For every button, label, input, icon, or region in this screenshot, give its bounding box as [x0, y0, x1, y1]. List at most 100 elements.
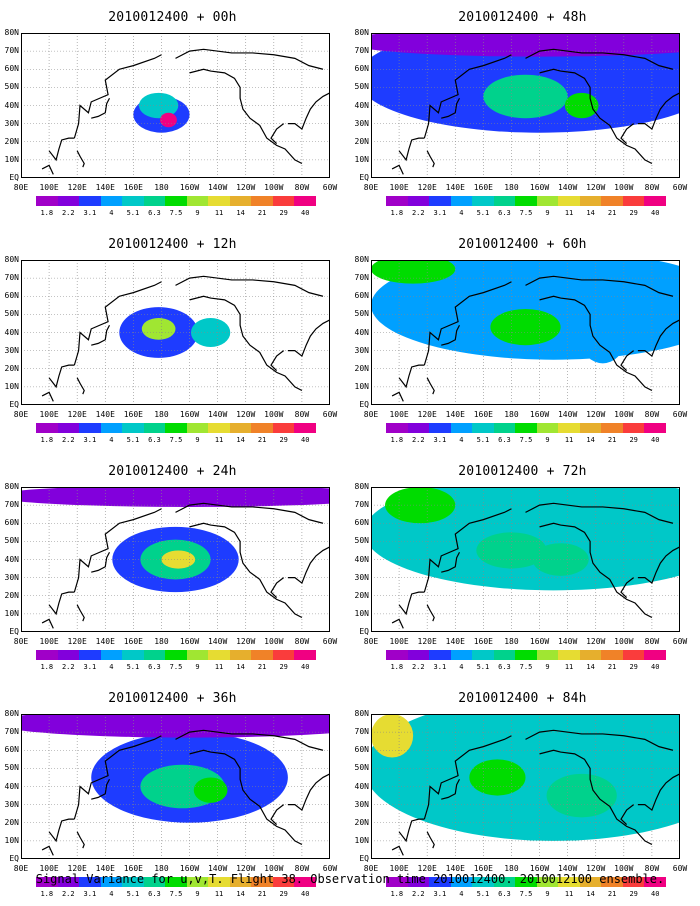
colorbar-swatch	[143, 650, 166, 660]
coastline	[91, 324, 111, 346]
colorbar-swatch	[165, 196, 187, 206]
coastline	[175, 502, 324, 524]
colorbar-swatch	[79, 877, 101, 887]
coastline	[426, 377, 435, 395]
coastline	[76, 604, 85, 622]
colorbar-swatch	[493, 877, 516, 887]
coastline	[423, 54, 512, 139]
map-panel: 2010012400 + 12h 80N 70N 60N 50N 40N 30N 20N 10N…	[0, 227, 345, 452]
lon-tick-label: 160E	[123, 183, 143, 192]
coastline	[391, 164, 404, 175]
lon-tick-label: 80W	[644, 410, 660, 419]
colorbar-label: 7.5	[519, 663, 533, 671]
colorbar-swatch	[186, 423, 209, 433]
colorbar-label: 4	[459, 209, 464, 217]
lon-tick-label: 80E	[363, 410, 379, 419]
lon-tick-label: 140W	[207, 864, 228, 873]
coastline	[189, 68, 303, 165]
colorbar-swatch	[579, 877, 602, 887]
colorbar-label: 40	[301, 209, 310, 217]
map-area: 80N 70N 60N 50N 40N 30N 20N 10N EQ 80E 100E 120E 140…	[355, 29, 688, 193]
map-panel: 2010012400 + 36h 80N 70N 60N 50N 40N 30N 20N 10N…	[0, 681, 345, 906]
lat-tick-label: 40N	[4, 554, 19, 564]
lon-tick-label: 120W	[586, 864, 606, 873]
coastline	[620, 123, 635, 144]
lat-tick-label: 40N	[354, 781, 369, 791]
lon-tick-label: 100E	[39, 410, 59, 419]
coastline	[398, 818, 425, 843]
colorbar-label: 6.3	[498, 663, 511, 671]
colorbar-label: 1.8	[390, 209, 404, 217]
colorbar-label: 14	[586, 663, 595, 671]
coastline	[91, 551, 111, 573]
lon-tick-label: 60W	[672, 183, 688, 192]
colorbar-label: 3.1	[83, 436, 97, 444]
colorbar-label: 21	[607, 890, 617, 898]
lon-tick-label: 60W	[672, 864, 688, 873]
map-svg	[371, 33, 680, 178]
map-svg	[371, 487, 680, 632]
colorbar-swatch	[493, 423, 516, 433]
colorbar-label: 2.2	[411, 436, 425, 444]
lat-tick-label: 60N	[354, 291, 369, 301]
colorbar-swatch	[407, 877, 430, 887]
colorbar-swatch	[515, 196, 537, 206]
colorbar-label: 3.1	[433, 890, 447, 898]
colorbar-swatch	[601, 196, 623, 206]
coastline	[175, 275, 324, 297]
lat-tick-label: 80N	[4, 255, 19, 264]
colorbar-swatch	[143, 877, 166, 887]
colorbar-label: 3.1	[83, 209, 97, 217]
lon-tick-label: 100W	[614, 183, 634, 192]
lon-tick-label: 80E	[13, 410, 29, 419]
colorbar-swatch	[294, 196, 316, 206]
coastline	[423, 735, 512, 820]
coastline	[270, 123, 285, 144]
colorbar-swatch	[450, 423, 473, 433]
coastline	[76, 831, 85, 849]
panel-title: 2010012400 + 36h	[108, 691, 237, 706]
coastline	[48, 818, 75, 843]
map-area: 80N 70N 60N 50N 40N 30N 20N 10N EQ 80E 100E 120E 140…	[355, 710, 688, 874]
colorbar-swatch	[536, 196, 559, 206]
colorbar-label: 6.3	[148, 663, 161, 671]
colorbar-swatch	[622, 423, 645, 433]
colorbar-swatch	[100, 877, 123, 887]
map-panel: 2010012400 + 24h 80N 70N 60N 50N 40N 30N 20N 10N…	[0, 454, 345, 679]
colorbar-label: 11	[214, 663, 224, 671]
map-panel: 2010012400 + 60h 80N 70N 60N 50N 40N 30N 20N 10N…	[350, 227, 695, 452]
lon-tick-label: 160E	[473, 864, 493, 873]
map-panel: 2010012400 + 84h 80N 70N 60N 50N 40N 30N 20N 10N…	[350, 681, 695, 906]
map-frame	[21, 714, 330, 859]
lon-tick-label: 60W	[672, 410, 688, 419]
lat-tick-label: 40N	[4, 781, 19, 791]
coastline	[48, 364, 75, 389]
coastline	[398, 591, 425, 616]
colorbar-label: 40	[301, 890, 310, 898]
panel-title: 2010012400 + 84h	[458, 691, 587, 706]
colorbar-swatch	[450, 877, 473, 887]
panel-title: 2010012400 + 12h	[108, 237, 237, 252]
colorbar-label: 21	[607, 663, 617, 671]
lat-tick-label: EQ	[359, 627, 369, 636]
map-panel: 2010012400 + 48h 80N 70N 60N 50N 40N 30N 20N 10N…	[350, 0, 695, 225]
colorbar-label: 29	[629, 209, 638, 217]
lon-tick-label: 120W	[236, 864, 256, 873]
colorbar-label: 1.8	[390, 436, 404, 444]
coastline	[441, 778, 461, 800]
coastline	[175, 48, 324, 70]
lat-tick-label: 80N	[354, 709, 369, 718]
lon-tick-label: 160W	[529, 864, 550, 873]
colorbar-label: 21	[257, 436, 267, 444]
colorbar-swatch	[79, 423, 101, 433]
colorbar-swatch	[429, 650, 451, 660]
lon-tick-label: 160E	[123, 637, 143, 646]
lon-tick-label: 100E	[389, 637, 409, 646]
lon-tick-label: 180	[504, 637, 519, 646]
colorbar-swatch	[57, 423, 80, 433]
lon-tick-label: 100W	[614, 864, 634, 873]
lat-tick-label: 10N	[4, 154, 19, 164]
colorbar-swatch	[272, 650, 295, 660]
colorbar-label: 11	[214, 890, 224, 898]
colorbar-swatch	[143, 196, 166, 206]
